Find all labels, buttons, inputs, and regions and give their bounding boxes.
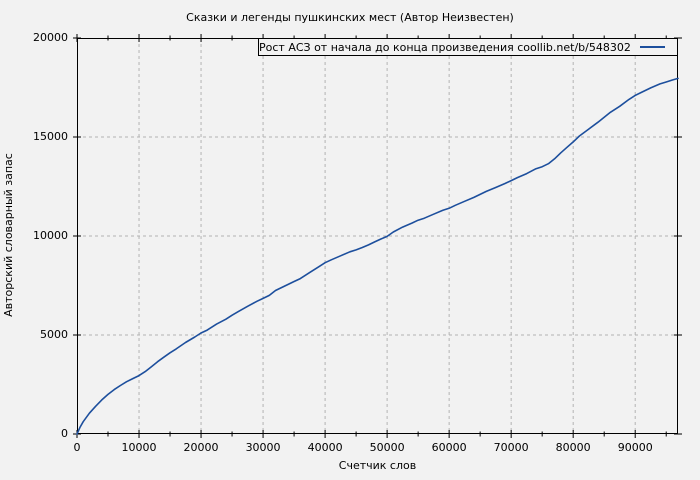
legend-line-sample <box>639 46 665 48</box>
legend-box: Рост АСЗ от начала до конца произведения… <box>258 38 678 56</box>
x-tick-label: 20000 <box>183 441 219 454</box>
x-tick-label: 40000 <box>307 441 343 454</box>
legend-label: Рост АСЗ от начала до конца произведения… <box>259 40 631 54</box>
data-line <box>76 77 679 435</box>
y-tick-label: 0 <box>61 427 68 440</box>
plot-canvas <box>73 34 682 438</box>
x-tick-label: 90000 <box>617 441 653 454</box>
x-axis-label: Счетчик слов <box>338 459 417 472</box>
y-tick-label: 15000 <box>33 130 68 143</box>
x-tick-label: 50000 <box>369 441 405 454</box>
x-tick-label: 30000 <box>245 441 281 454</box>
y-tick-label: 5000 <box>40 328 68 341</box>
plot-area: Рост АСЗ от начала до конца произведения… <box>73 34 682 438</box>
y-tick-label: 10000 <box>33 229 68 242</box>
x-tick-label: 10000 <box>121 441 157 454</box>
chart-title: Сказки и легенды пушкинских мест (Автор … <box>186 11 514 24</box>
x-tick-label: 70000 <box>493 441 529 454</box>
y-tick-label: 20000 <box>33 31 68 44</box>
x-tick-label: 80000 <box>555 441 591 454</box>
x-tick-label: 0 <box>73 441 81 454</box>
x-tick-label: 60000 <box>431 441 467 454</box>
